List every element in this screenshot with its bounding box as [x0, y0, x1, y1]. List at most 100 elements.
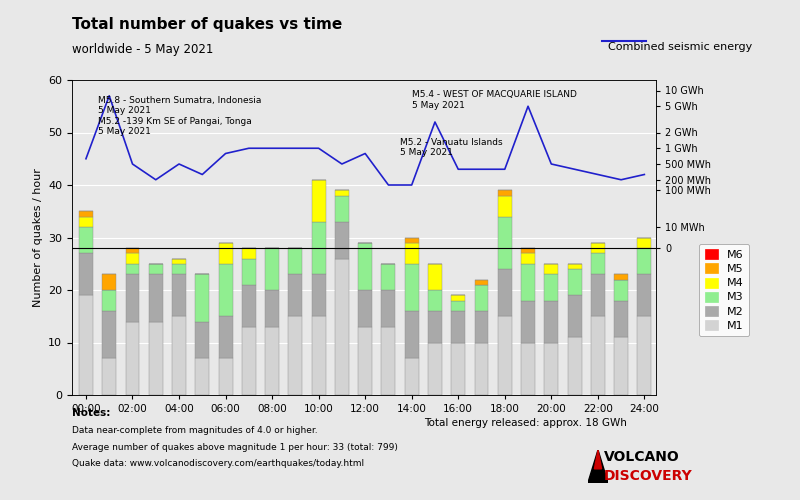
Bar	[638, 316, 651, 395]
Bar	[451, 311, 466, 342]
Bar	[451, 295, 466, 300]
Bar	[102, 274, 116, 290]
Bar	[614, 337, 628, 395]
Bar	[195, 322, 210, 358]
Polygon shape	[594, 450, 602, 469]
Bar	[288, 248, 302, 274]
Text: Quake data: www.volcanodiscovery.com/earthquakes/today.html: Quake data: www.volcanodiscovery.com/ear…	[72, 459, 364, 468]
Bar	[474, 285, 489, 311]
Bar	[591, 274, 605, 316]
Bar	[265, 327, 279, 395]
Bar	[79, 216, 93, 227]
Bar	[428, 264, 442, 290]
Text: Notes:: Notes:	[72, 408, 110, 418]
Bar	[312, 274, 326, 316]
Bar	[358, 327, 372, 395]
Bar	[335, 190, 349, 196]
Bar	[428, 290, 442, 311]
Bar	[614, 300, 628, 337]
Bar	[149, 264, 162, 274]
Bar	[591, 253, 605, 274]
Bar	[521, 342, 535, 395]
Bar	[382, 327, 395, 395]
Bar	[521, 253, 535, 264]
Bar	[405, 358, 418, 395]
Bar	[451, 300, 466, 311]
Bar	[405, 264, 418, 311]
Bar	[79, 295, 93, 395]
Text: Average number of quakes above magnitude 1 per hour: 33 (total: 799): Average number of quakes above magnitude…	[72, 442, 398, 452]
Bar	[288, 316, 302, 395]
Bar	[405, 311, 418, 358]
Bar	[312, 222, 326, 274]
Text: M5.2 - Vanuatu Islands
5 May 2021: M5.2 - Vanuatu Islands 5 May 2021	[400, 138, 502, 157]
Bar	[521, 300, 535, 343]
Bar	[521, 248, 535, 253]
Text: M5.8 - Southern Sumatra, Indonesia
5 May 2021
M5.2 -139 Km SE of Pangai, Tonga
5: M5.8 - Southern Sumatra, Indonesia 5 May…	[98, 96, 261, 136]
Bar	[195, 358, 210, 395]
Bar	[498, 196, 512, 216]
Bar	[265, 290, 279, 327]
Bar	[149, 322, 162, 395]
Bar	[335, 196, 349, 222]
Bar	[218, 358, 233, 395]
Bar	[591, 316, 605, 395]
Bar	[79, 227, 93, 253]
Bar	[126, 248, 139, 253]
Bar	[567, 337, 582, 395]
Bar	[242, 327, 256, 395]
Text: DISCOVERY: DISCOVERY	[604, 469, 693, 483]
Bar	[358, 290, 372, 327]
Bar	[312, 316, 326, 395]
Text: Combined seismic energy: Combined seismic energy	[608, 42, 752, 52]
Bar	[358, 243, 372, 290]
Bar	[79, 253, 93, 295]
Bar	[428, 342, 442, 395]
Bar	[102, 311, 116, 358]
Polygon shape	[588, 450, 608, 482]
Bar	[474, 280, 489, 285]
Bar	[498, 216, 512, 269]
Bar	[335, 258, 349, 395]
Bar	[172, 258, 186, 264]
Bar	[382, 290, 395, 327]
Bar	[567, 264, 582, 269]
Bar	[126, 322, 139, 395]
Bar	[242, 248, 256, 258]
Bar	[335, 222, 349, 258]
Bar	[405, 243, 418, 264]
Text: worldwide - 5 May 2021: worldwide - 5 May 2021	[72, 42, 214, 56]
Bar	[638, 238, 651, 248]
Bar	[544, 300, 558, 343]
Bar	[567, 269, 582, 295]
Bar	[172, 274, 186, 316]
Bar	[614, 280, 628, 300]
Bar	[498, 190, 512, 196]
Bar	[126, 264, 139, 274]
Text: Total energy released: approx. 18 GWh: Total energy released: approx. 18 GWh	[424, 418, 627, 428]
Bar	[265, 248, 279, 290]
Bar	[591, 243, 605, 253]
Bar	[567, 295, 582, 337]
Bar	[242, 285, 256, 327]
Bar	[126, 253, 139, 264]
Bar	[544, 264, 558, 274]
Bar	[102, 290, 116, 311]
Bar	[218, 264, 233, 316]
Bar	[638, 248, 651, 274]
Bar	[638, 274, 651, 316]
Bar	[312, 180, 326, 222]
Text: VOLCANO: VOLCANO	[604, 450, 680, 464]
Bar	[474, 342, 489, 395]
Bar	[242, 258, 256, 285]
Bar	[195, 274, 210, 322]
Bar	[474, 311, 489, 342]
Y-axis label: Number of quakes / hour: Number of quakes / hour	[33, 168, 42, 307]
Bar	[428, 311, 442, 342]
Bar	[498, 316, 512, 395]
Bar	[79, 211, 93, 216]
Bar	[405, 238, 418, 243]
Bar	[544, 274, 558, 300]
Bar	[172, 264, 186, 274]
Text: Data near-complete from magnitudes of 4.0 or higher.: Data near-complete from magnitudes of 4.…	[72, 426, 318, 435]
